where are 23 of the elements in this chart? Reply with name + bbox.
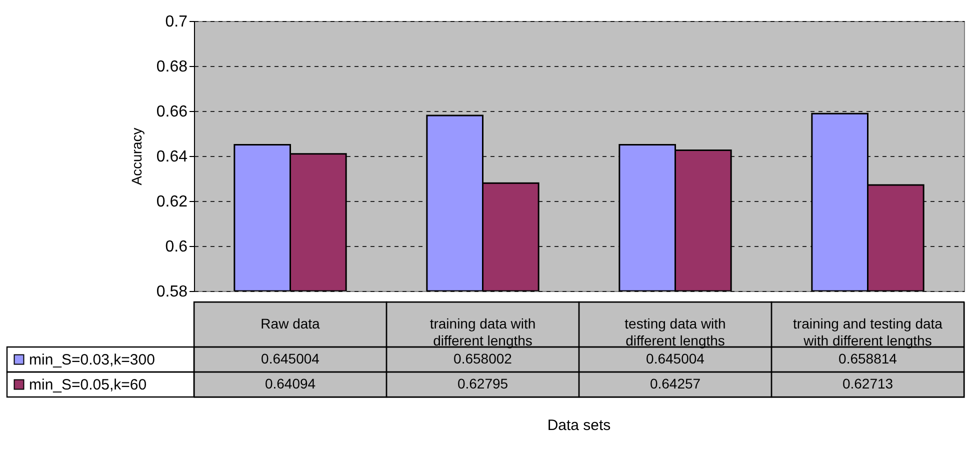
x-tick-label: testing data with different lengths xyxy=(624,316,726,348)
y-tick-label: 0.64 xyxy=(156,148,188,166)
y-tick-label: 0.62 xyxy=(156,194,188,210)
data-label: 0.64094 xyxy=(264,376,316,392)
x-axis-title: Data sets xyxy=(547,417,611,434)
y-axis-title: Accuracy xyxy=(128,128,144,186)
legend-label: min_S=0.03,k=300 xyxy=(29,352,155,368)
x-tick-label: training and testing data with different lengths xyxy=(793,316,943,348)
y-tick-label: 0.68 xyxy=(156,58,188,76)
y-tick-label: 0.66 xyxy=(156,104,188,120)
legend-label: min_S=0.05,k=60 xyxy=(29,376,147,394)
data-label: 0.645004 xyxy=(261,350,320,366)
data-label: 0.658814 xyxy=(838,350,898,366)
data-label: 0.645004 xyxy=(646,350,705,366)
y-tick-label: 0.7 xyxy=(165,14,188,30)
x-tick-label: training data with different lengths xyxy=(430,316,536,348)
y-tick-label: 0.58 xyxy=(156,284,188,300)
y-tick-label: 0.6 xyxy=(165,238,188,256)
data-label: 0.62795 xyxy=(457,376,508,392)
data-label: 0.658002 xyxy=(454,350,512,366)
x-tick-label: Raw data xyxy=(260,316,320,332)
data-label: 0.64257 xyxy=(650,376,701,392)
data-label: 0.62713 xyxy=(842,376,894,392)
